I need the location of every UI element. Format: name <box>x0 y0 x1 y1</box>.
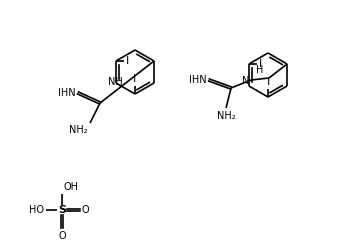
Text: I: I <box>266 77 270 87</box>
Text: IHN: IHN <box>58 88 76 98</box>
Text: NH₂: NH₂ <box>217 111 235 121</box>
Text: HO: HO <box>29 205 44 215</box>
Text: OH: OH <box>64 182 79 192</box>
Text: O: O <box>82 205 90 215</box>
Text: N: N <box>242 76 249 86</box>
Text: H: H <box>256 65 264 75</box>
Text: S: S <box>58 205 66 215</box>
Text: NH₂: NH₂ <box>70 125 88 135</box>
Text: NH: NH <box>108 77 123 87</box>
Text: IHN: IHN <box>190 75 207 85</box>
Text: O: O <box>58 231 66 241</box>
Text: I: I <box>126 56 129 66</box>
Text: I: I <box>259 59 262 69</box>
Text: I: I <box>133 74 137 84</box>
